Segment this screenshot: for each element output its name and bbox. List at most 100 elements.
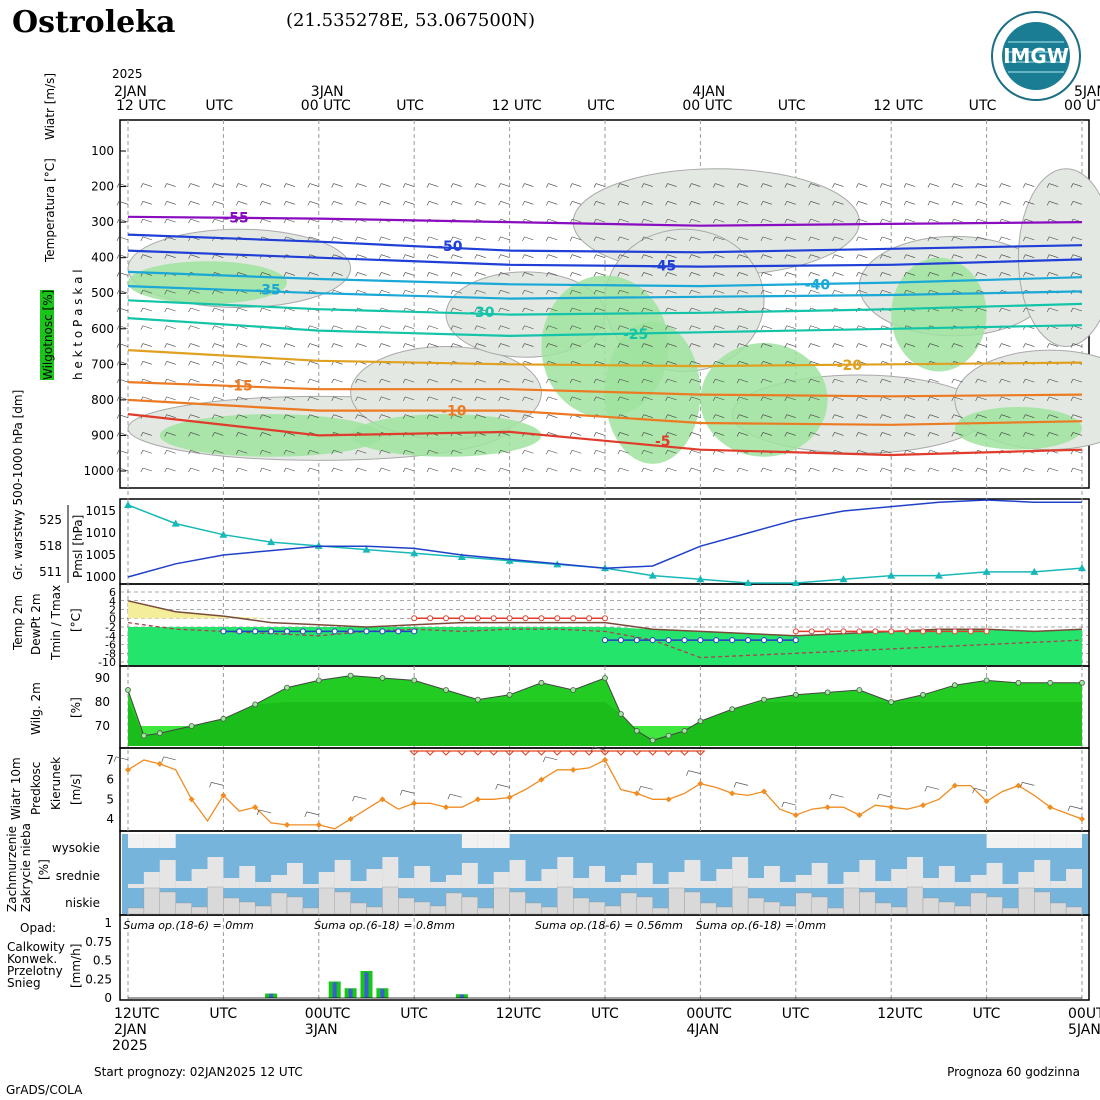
temp-ytick-label: 2: [109, 604, 116, 617]
wind-barb: [235, 467, 248, 473]
wind-barb: [856, 396, 868, 402]
precip-unit: [mm/h]: [69, 944, 83, 988]
wind-barb: [379, 449, 391, 455]
precip-snow-bar: [332, 982, 337, 998]
cloud-low-bar: [827, 907, 844, 915]
wind-barb: [235, 343, 248, 348]
wind-barb: [665, 467, 677, 473]
cloud-low-bar: [906, 886, 924, 915]
wind-barb: [593, 467, 606, 473]
precip-ytick-label: 0.5: [93, 954, 112, 968]
geo-point: [1030, 567, 1039, 575]
wind-barb: [379, 236, 391, 242]
wind-barb: [665, 236, 677, 242]
wind-barb: [498, 449, 510, 455]
wind-barb: [1023, 432, 1035, 437]
wind-barb: [1023, 201, 1035, 206]
wind-barb: [832, 467, 844, 473]
wind-barb: [975, 201, 987, 206]
wind-barb: [259, 343, 272, 348]
rh-point: [618, 711, 624, 717]
wind-barb: [498, 378, 510, 384]
geo-point: [934, 571, 943, 579]
wind-barb: [689, 289, 701, 295]
geo-point: [505, 556, 514, 564]
cloud-mid-bar: [573, 878, 590, 888]
geo-point: [267, 538, 276, 546]
humidity-high-area: [700, 343, 828, 457]
wind-barb: [975, 343, 987, 348]
cloud-mid-bar: [207, 857, 224, 888]
rh-point: [188, 723, 195, 729]
wind-barb: [641, 289, 653, 295]
tmin-marker: [252, 628, 259, 635]
wind-barb: [999, 307, 1011, 313]
rh-label: Wilg. 2m: [29, 682, 43, 735]
wind-barb: [1070, 183, 1083, 188]
cloud-unit: [%]: [37, 859, 51, 880]
wind-barb: [832, 201, 844, 206]
wind-barb: [569, 378, 582, 384]
wind-barb: [927, 343, 939, 348]
wind-barb: [879, 236, 892, 242]
wind-barb: [1019, 782, 1035, 788]
tmax-marker: [570, 615, 577, 622]
wind-barb: [832, 343, 844, 348]
tmax-marker: [458, 615, 465, 622]
wind-barb: [235, 307, 248, 313]
wind-barb: [593, 272, 606, 277]
tmin-marker: [363, 628, 370, 635]
rh-point: [665, 732, 672, 739]
wind-barb: [307, 396, 319, 402]
wind-barb: [665, 449, 677, 455]
wind-barb: [712, 183, 725, 188]
wind-barb: [522, 289, 534, 295]
wind-barb: [235, 414, 248, 419]
wind-barb: [402, 378, 415, 384]
cloud-low-bar: [1002, 907, 1019, 915]
isotherm-line: [127, 381, 1083, 398]
wind-barb: [903, 236, 916, 242]
wind-barb: [593, 236, 606, 242]
tmin-marker: [745, 637, 752, 644]
wind-barb: [856, 378, 868, 384]
wind-barb: [116, 378, 129, 384]
wind-barb: [784, 432, 796, 437]
cloud-mid-bar: [652, 884, 669, 888]
wind-barb: [116, 183, 129, 188]
temp-label-t2m: Temp 2m: [11, 595, 25, 651]
wind-barb: [999, 432, 1011, 437]
cloud-mid-bar: [907, 857, 923, 888]
wind-barb: [784, 218, 796, 224]
wind-barb: [832, 432, 844, 437]
wind-barb: [784, 201, 796, 206]
cloud-high-bar: [1002, 834, 1019, 848]
geo-point: [124, 501, 132, 508]
isotherm-label: -45: [651, 259, 676, 275]
wind-barb: [712, 218, 725, 224]
wind-barb: [474, 254, 486, 259]
rh-point: [697, 718, 704, 725]
cloud-low-bar: [382, 886, 399, 915]
wind-barb: [569, 325, 582, 330]
wind-barb: [832, 289, 844, 295]
cloud-low-bar: [143, 887, 160, 915]
wind-barb: [331, 325, 343, 330]
rh-point: [761, 696, 767, 703]
wind-barb: [402, 272, 415, 277]
wind-barb: [808, 218, 820, 224]
wind-barb: [402, 467, 415, 473]
wind-barb: [140, 343, 152, 348]
wind-barb: [832, 236, 844, 242]
wind-barb: [546, 396, 558, 402]
cloud-mid-bar: [779, 882, 796, 888]
wind-barb: [689, 254, 701, 259]
isotherm-line: [127, 285, 1083, 300]
wind-barb: [617, 396, 629, 402]
humidity-high-area: [954, 407, 1082, 450]
wind-barb: [259, 378, 272, 384]
forecast-duration: Prognoza 60 godzinna: [947, 1065, 1080, 1079]
cloud-mid-bar: [589, 866, 605, 888]
wind-barb: [712, 396, 725, 402]
cloud-low-bar: [207, 886, 224, 915]
